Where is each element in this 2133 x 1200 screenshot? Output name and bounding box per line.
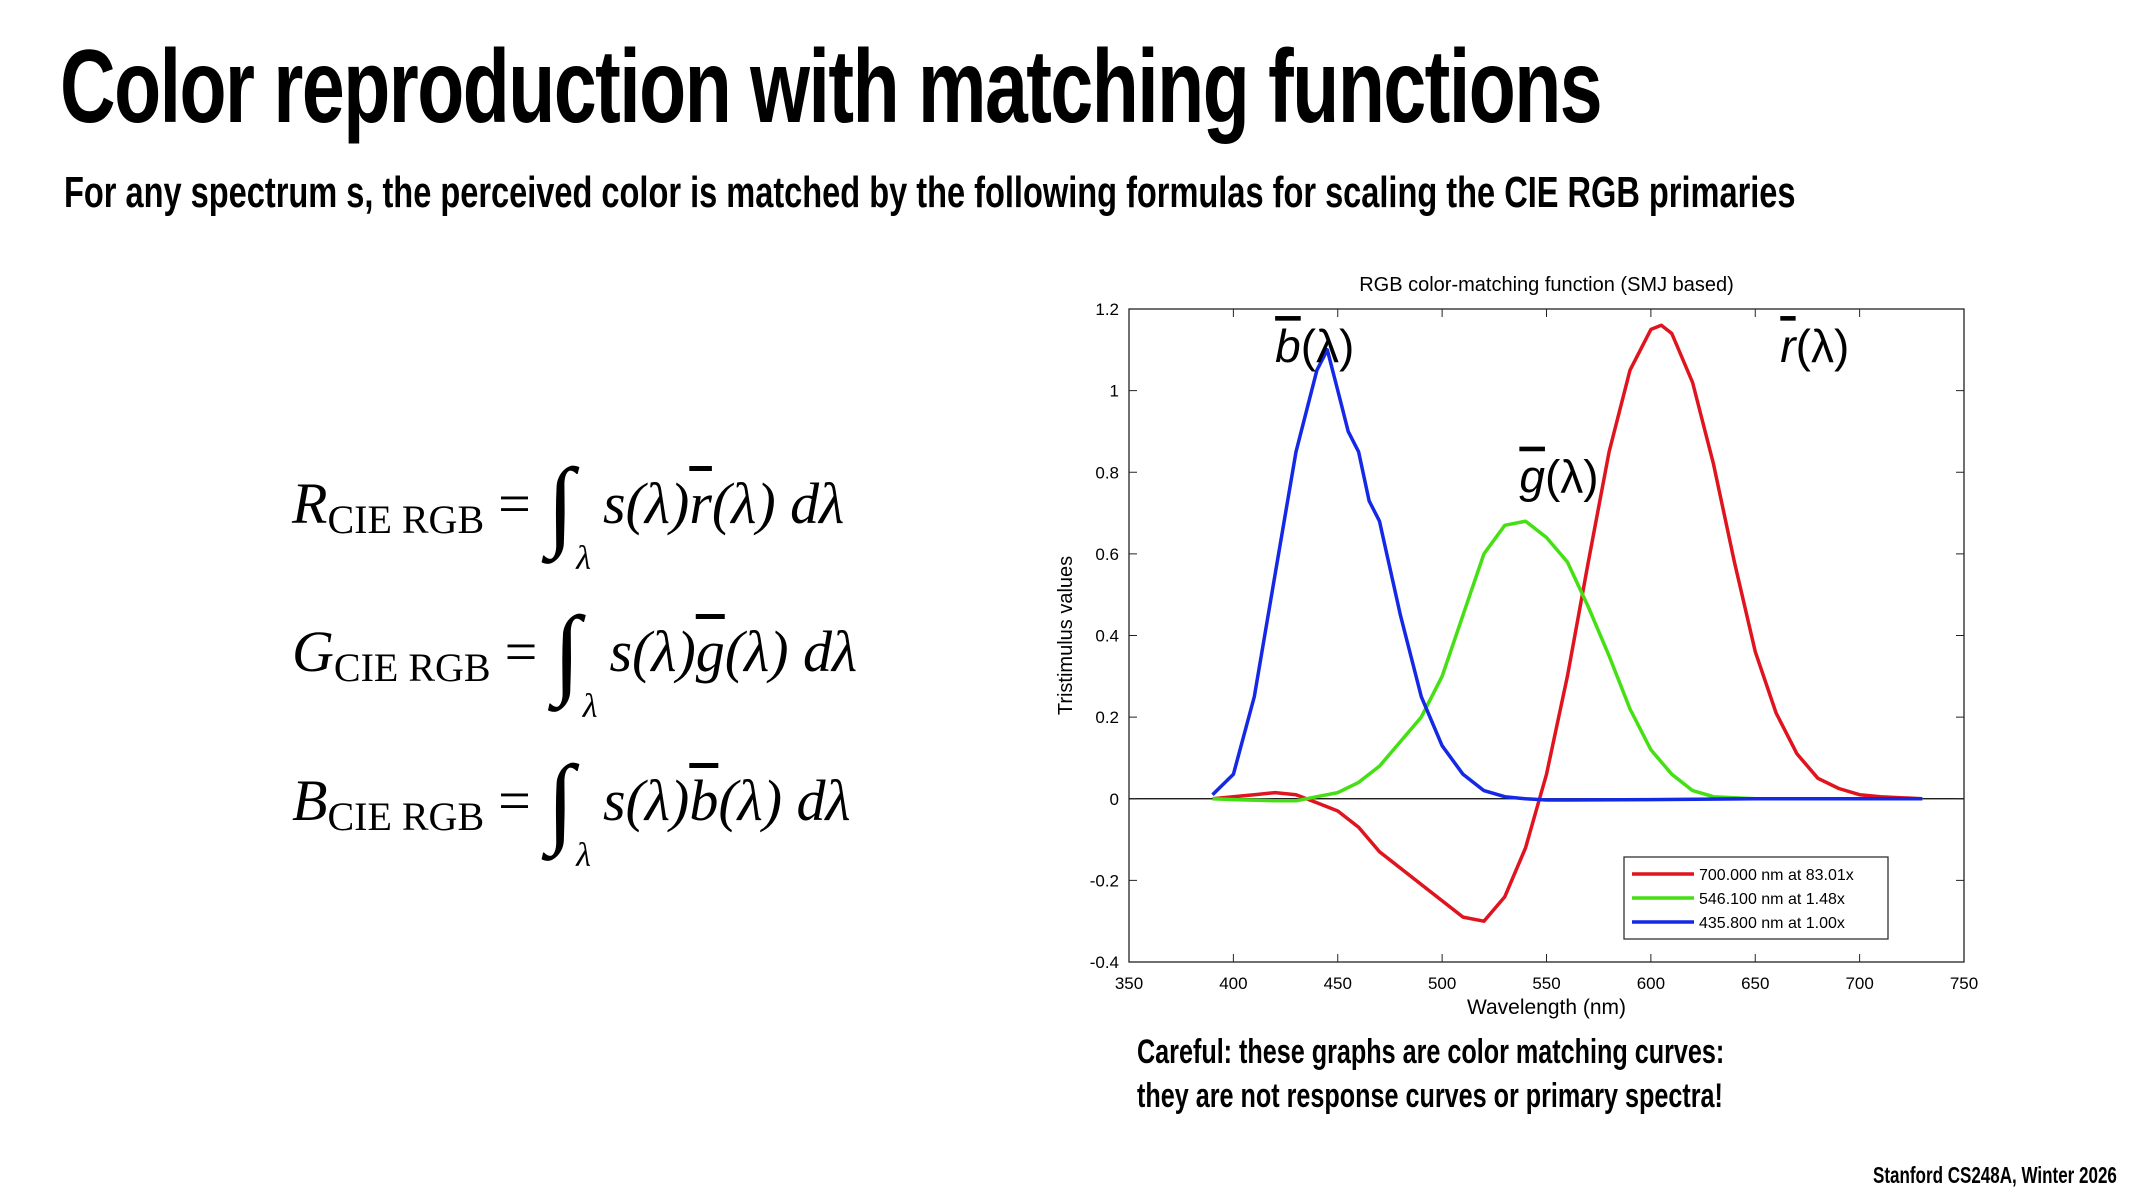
equation-g: G CIE RGB = ∫ λ s(λ) g (λ) dλ <box>292 588 858 726</box>
x-tick-label: 750 <box>1950 974 1978 993</box>
eq-sub: CIE RGB <box>327 794 485 839</box>
legend-label: 435.800 nm at 1.00x <box>1699 915 1845 932</box>
eq-sub: CIE RGB <box>333 645 491 690</box>
eq-sign: = <box>504 619 538 684</box>
series-line-0 <box>1212 323 1923 923</box>
y-tick-label: 0.6 <box>1095 545 1119 564</box>
y-tick-label: 1 <box>1110 382 1119 401</box>
eq-sub: CIE RGB <box>327 497 485 542</box>
y-tick-label: -0.4 <box>1090 953 1119 972</box>
chart-title: RGB color-matching function (SMJ based) <box>1359 274 1734 296</box>
slide-subtitle: For any spectrum s, the perceived color … <box>64 168 1796 217</box>
eq-arg: (λ) dλ <box>711 471 845 536</box>
integral-sign: ∫ <box>553 596 581 707</box>
integral-sign: ∫ <box>546 745 575 856</box>
eq-integrand: s(λ) <box>602 768 690 833</box>
legend <box>1623 856 1889 940</box>
curve-label-r: r(λ) <box>1780 320 1849 372</box>
legend-label: 546.100 nm at 1.48x <box>1699 891 1845 908</box>
eq-lhs: R <box>292 471 328 536</box>
eq-sign: = <box>498 471 531 536</box>
y-tick-label: 0.2 <box>1095 708 1119 727</box>
equation-b: B CIE RGB = ∫ λ s(λ) b (λ) dλ <box>292 737 851 875</box>
caution-line-2: they are not response curves or primary … <box>1137 1077 1723 1115</box>
x-tick-label: 500 <box>1428 974 1456 993</box>
integral-sign: ∫ <box>546 448 575 559</box>
curve-label-g: g(λ) <box>1519 451 1598 503</box>
y-tick-label: -0.2 <box>1090 871 1119 890</box>
eq-sign: = <box>498 768 531 833</box>
series-line-1 <box>1212 519 1923 803</box>
x-axis-label: Wavelength (nm) <box>1467 996 1626 1019</box>
eq-fn: b <box>689 768 719 833</box>
eq-var: λ <box>576 837 591 874</box>
x-tick-label: 550 <box>1532 974 1560 993</box>
eq-var: λ <box>582 688 598 725</box>
y-axis-label: Tristimulus values <box>1055 556 1077 715</box>
eq-integrand: s(λ) <box>602 471 690 536</box>
eq-arg: (λ) dλ <box>724 619 858 684</box>
eq-fn: r <box>689 471 712 536</box>
legend-label: 700.000 nm at 83.01x <box>1699 867 1854 884</box>
x-tick-label: 600 <box>1637 974 1665 993</box>
y-tick-label: 1.2 <box>1095 300 1119 319</box>
curve-label-b: b(λ) <box>1275 320 1354 372</box>
eq-integrand: s(λ) <box>609 619 696 684</box>
eq-lhs: B <box>292 768 328 833</box>
eq-lhs: G <box>292 619 334 684</box>
x-tick-label: 650 <box>1741 974 1769 993</box>
plot-area <box>1128 308 1965 963</box>
series-line-2 <box>1211 348 1923 802</box>
eq-var: λ <box>576 540 591 577</box>
equation-r: R CIE RGB = ∫ λ s(λ) r (λ) dλ <box>292 440 845 578</box>
caution-note: Careful: these graphs are color matching… <box>1137 1030 1724 1118</box>
x-tick-label: 450 <box>1324 974 1352 993</box>
y-tick-label: 0.4 <box>1095 627 1119 646</box>
slide-title: Color reproduction with matching functio… <box>60 29 1603 145</box>
x-tick-label: 400 <box>1219 974 1247 993</box>
eq-arg: (λ) dλ <box>718 768 851 833</box>
eq-fn: g <box>695 619 725 684</box>
x-tick-label: 700 <box>1845 974 1873 993</box>
footer: Stanford CS248A, Winter 2026 <box>1873 1162 2117 1188</box>
x-tick-label: 350 <box>1115 974 1143 993</box>
caution-line-1: Careful: these graphs are color matching… <box>1137 1033 1725 1071</box>
y-tick-label: 0 <box>1110 790 1119 809</box>
y-tick-label: 0.8 <box>1095 463 1119 482</box>
